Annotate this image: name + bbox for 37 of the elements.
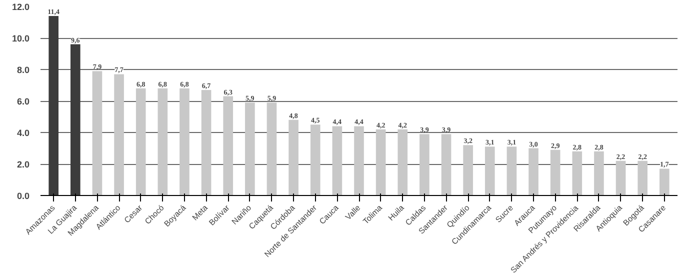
bar — [660, 168, 670, 196]
bar — [245, 102, 255, 196]
bar — [441, 134, 452, 196]
bar — [354, 126, 364, 196]
bar — [158, 88, 168, 196]
bar — [288, 120, 298, 196]
bar — [550, 150, 560, 196]
bar — [332, 126, 342, 196]
bar — [506, 146, 517, 196]
bar — [638, 160, 648, 196]
x-tick-label: Valle — [344, 202, 363, 222]
y-tick-label: 8.0 — [16, 65, 30, 75]
y-tick-label: 6.0 — [16, 96, 30, 106]
bar — [223, 96, 234, 196]
bar — [136, 88, 146, 196]
bar — [484, 146, 495, 196]
bar — [92, 71, 102, 196]
bar — [376, 129, 386, 196]
y-tick-label: 2.0 — [16, 160, 30, 170]
bar — [398, 129, 408, 196]
bar — [180, 88, 190, 196]
bar — [420, 134, 430, 196]
bar — [463, 145, 473, 196]
y-tick-label: 10.0 — [12, 34, 30, 44]
bar — [201, 90, 212, 196]
bar — [266, 102, 277, 196]
y-tick-label: 12.0 — [12, 2, 30, 12]
bar — [48, 16, 58, 196]
bar — [572, 151, 582, 196]
y-tick-label: 4.0 — [16, 128, 30, 138]
bar — [114, 74, 124, 196]
bar — [310, 124, 320, 196]
y-tick-label: 0.0 — [16, 191, 30, 201]
bar — [528, 148, 538, 196]
bar — [594, 151, 604, 196]
bar — [616, 160, 626, 196]
bar — [70, 44, 80, 196]
